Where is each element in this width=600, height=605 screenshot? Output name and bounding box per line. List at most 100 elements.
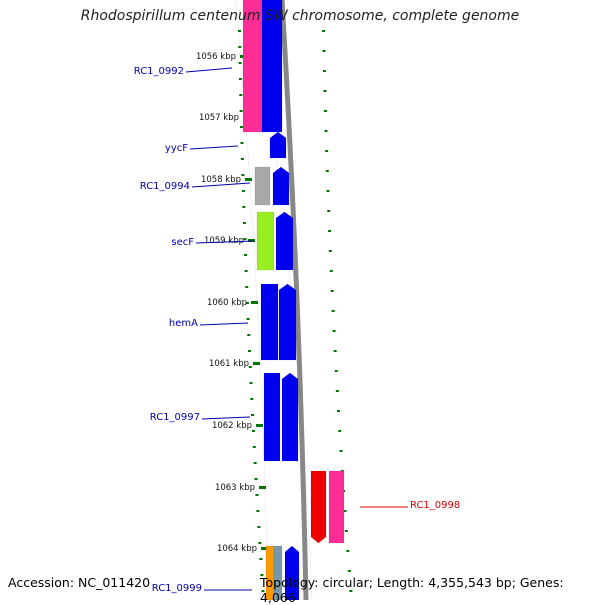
minor-tick bbox=[344, 530, 348, 532]
genome-summary: Topology: circular; Length: 4,355,543 bp… bbox=[260, 575, 564, 605]
minor-tick bbox=[322, 50, 326, 52]
minor-tick bbox=[326, 190, 330, 192]
gene-label-rc1-0998: RC1_0998 bbox=[410, 500, 460, 511]
minor-tick bbox=[329, 270, 333, 272]
minor-tick bbox=[259, 558, 263, 560]
minor-tick bbox=[249, 382, 253, 384]
gene-blue bbox=[284, 545, 300, 600]
minor-tick bbox=[240, 142, 244, 144]
label-leader bbox=[189, 145, 239, 150]
minor-tick bbox=[322, 70, 326, 72]
minor-tick bbox=[327, 210, 331, 212]
minor-tick bbox=[335, 390, 339, 392]
major-tick bbox=[259, 486, 266, 489]
gene-label-rc1-0992: RC1_0992 bbox=[134, 66, 184, 77]
minor-tick bbox=[323, 90, 327, 92]
minor-tick bbox=[324, 130, 328, 132]
major-tick bbox=[245, 178, 252, 181]
minor-tick bbox=[257, 526, 261, 528]
minor-tick bbox=[322, 30, 325, 32]
minor-tick bbox=[247, 334, 251, 336]
minor-tick bbox=[243, 238, 247, 240]
minor-tick bbox=[338, 430, 342, 432]
minor-tick bbox=[251, 414, 255, 416]
major-tick bbox=[251, 301, 258, 304]
minor-tick bbox=[337, 410, 341, 412]
minor-tick bbox=[240, 126, 244, 128]
gene-blue bbox=[281, 372, 299, 462]
minor-tick bbox=[251, 430, 255, 432]
minor-tick bbox=[242, 206, 246, 208]
tick-label: 1061 kbp bbox=[209, 359, 249, 369]
minor-tick bbox=[241, 190, 245, 192]
minor-tick bbox=[325, 170, 329, 172]
label-leader bbox=[199, 322, 249, 326]
tick-label: 1062 kbp bbox=[212, 421, 252, 431]
minor-tick bbox=[261, 590, 265, 592]
minor-tick bbox=[245, 286, 249, 288]
minor-tick bbox=[252, 446, 256, 448]
gene-label-rc1-0994: RC1_0994 bbox=[140, 181, 190, 192]
minor-tick bbox=[238, 30, 241, 32]
gene-red bbox=[310, 470, 327, 544]
gene-rc1-0994 bbox=[254, 166, 271, 206]
minor-tick bbox=[332, 330, 336, 332]
minor-tick bbox=[244, 254, 248, 256]
minor-tick bbox=[253, 462, 257, 464]
gene-hema bbox=[260, 283, 279, 361]
minor-tick bbox=[328, 250, 332, 252]
tick-label: 1060 kbp bbox=[207, 298, 247, 308]
accession-text: Accession: NC_011420 bbox=[8, 575, 151, 590]
minor-tick bbox=[256, 510, 260, 512]
page-title: Rhodospirillum centenum SW chromosome, c… bbox=[80, 8, 520, 24]
genome-track bbox=[279, 0, 309, 600]
minor-tick bbox=[244, 270, 248, 272]
minor-tick bbox=[331, 310, 335, 312]
minor-tick bbox=[323, 110, 327, 112]
label-leader bbox=[185, 67, 233, 73]
minor-tick bbox=[334, 370, 338, 372]
major-tick bbox=[256, 424, 263, 427]
minor-tick bbox=[346, 550, 350, 552]
gene-label-rc1-0999: RC1_0999 bbox=[152, 583, 202, 594]
gene-blue bbox=[278, 283, 297, 361]
minor-tick bbox=[238, 62, 242, 64]
major-tick bbox=[253, 362, 260, 365]
major-tick bbox=[261, 547, 268, 550]
minor-tick bbox=[240, 158, 244, 160]
label-leader bbox=[201, 416, 251, 420]
gene-blue bbox=[261, 0, 283, 133]
gene-label-yycf: yycF bbox=[165, 143, 188, 154]
gene-secf bbox=[256, 211, 275, 271]
minor-tick bbox=[333, 350, 337, 352]
gene-label-secf: secF bbox=[171, 237, 194, 248]
label-leader bbox=[191, 182, 251, 188]
minor-tick bbox=[242, 222, 246, 224]
minor-tick bbox=[349, 590, 353, 592]
minor-tick bbox=[343, 510, 347, 512]
minor-tick bbox=[239, 110, 243, 112]
gene-rc1-0997 bbox=[263, 372, 281, 462]
tick-label: 1063 kbp bbox=[215, 483, 255, 493]
minor-tick bbox=[248, 366, 252, 368]
tick-label: 1059 kbp bbox=[204, 236, 244, 246]
minor-tick bbox=[238, 46, 242, 48]
minor-tick bbox=[260, 574, 264, 576]
gene-blue bbox=[275, 211, 294, 271]
minor-tick bbox=[239, 94, 243, 96]
tick-label: 1064 kbp bbox=[217, 544, 257, 554]
minor-tick bbox=[339, 450, 343, 452]
minor-tick bbox=[258, 542, 262, 544]
major-tick bbox=[248, 239, 255, 242]
gene-label-rc1-0997: RC1_0997 bbox=[150, 412, 200, 423]
gene-yycf bbox=[269, 131, 287, 159]
minor-tick bbox=[247, 350, 251, 352]
minor-tick bbox=[254, 478, 258, 480]
tick-label: 1058 kbp bbox=[201, 175, 241, 185]
minor-tick bbox=[246, 318, 250, 320]
minor-tick bbox=[255, 494, 259, 496]
gene-steel bbox=[273, 545, 283, 600]
minor-tick bbox=[238, 78, 242, 80]
gene-label-hema: hemA bbox=[169, 318, 198, 329]
